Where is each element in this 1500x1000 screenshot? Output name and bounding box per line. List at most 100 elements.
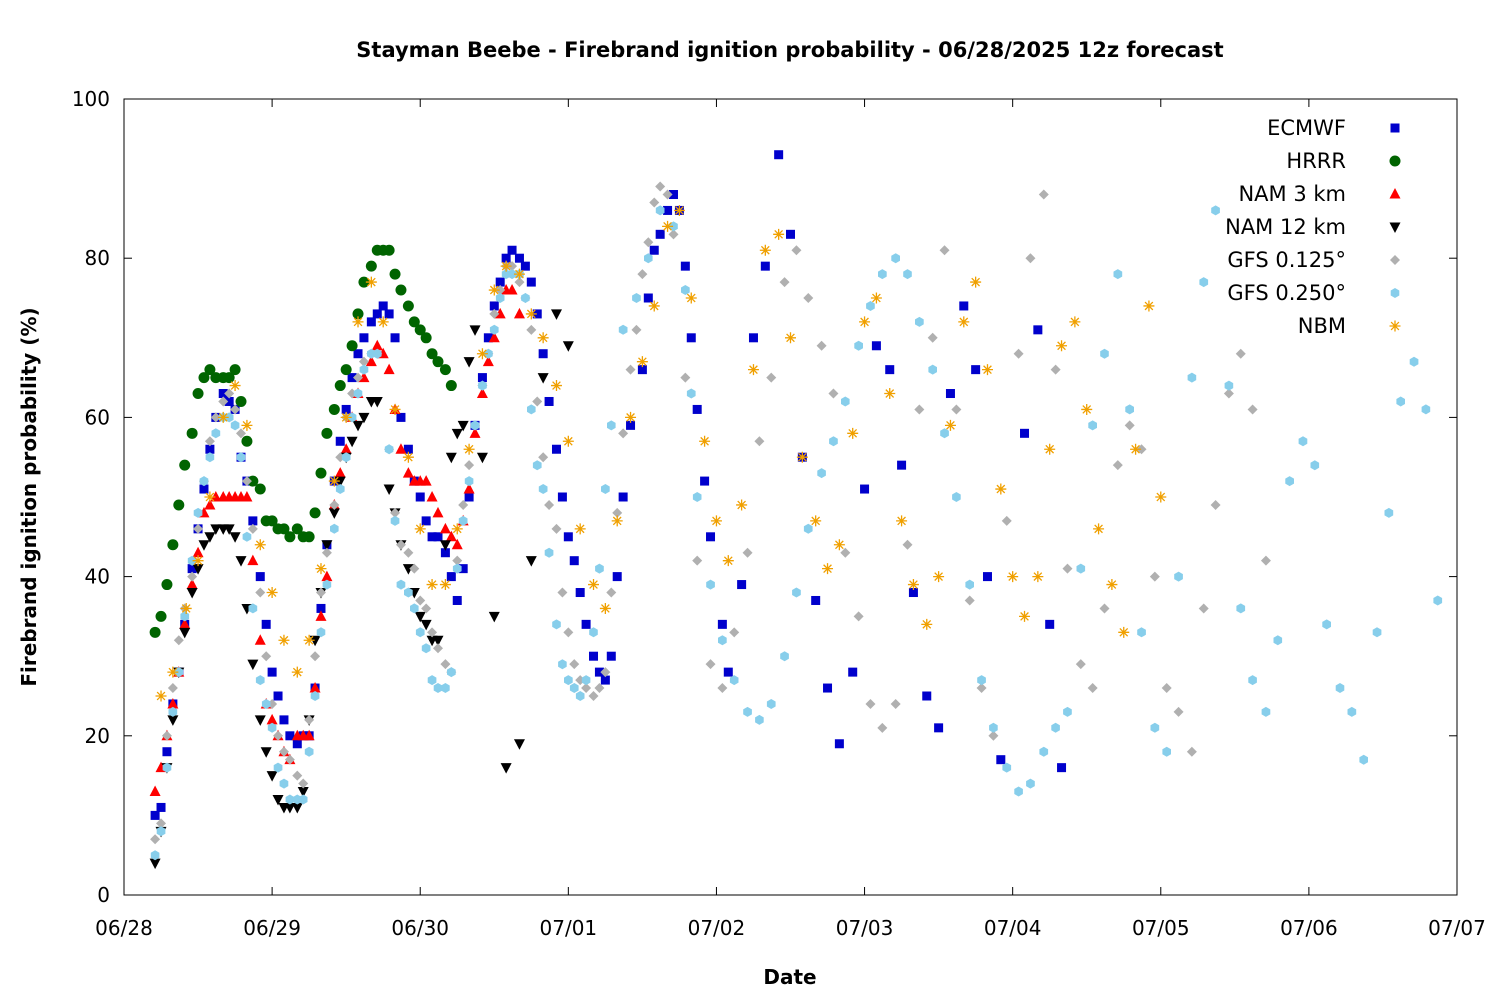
- data-point: [742, 547, 753, 558]
- data-point: [921, 618, 933, 630]
- data-point: [353, 349, 363, 359]
- data-point: [261, 699, 271, 709]
- data-point: [439, 364, 451, 376]
- data-point: [395, 443, 407, 454]
- data-point: [328, 508, 340, 519]
- data-point: [681, 285, 690, 295]
- data-point: [1285, 476, 1294, 487]
- data-point: [371, 396, 383, 408]
- data-point: [476, 348, 488, 360]
- data-point: [273, 691, 283, 701]
- data-point: [736, 499, 748, 511]
- legend-label: ECMWF: [1267, 116, 1346, 140]
- data-point: [527, 404, 536, 415]
- data-point: [865, 698, 876, 709]
- data-point: [254, 539, 266, 551]
- data-point: [415, 627, 425, 638]
- x-tick-label: 07/03: [836, 916, 894, 940]
- data-point: [1210, 499, 1221, 510]
- data-point: [649, 197, 660, 208]
- data-point: [180, 611, 190, 622]
- data-point: [896, 515, 908, 527]
- data-point: [965, 579, 974, 590]
- data-point: [710, 515, 722, 527]
- data-point: [995, 483, 1007, 495]
- data-point: [340, 443, 352, 454]
- data-point: [211, 428, 221, 439]
- data-point: [823, 683, 833, 693]
- data-point: [686, 333, 696, 343]
- data-point: [464, 476, 474, 487]
- data-point: [489, 301, 499, 311]
- data-point: [538, 349, 548, 359]
- data-point: [680, 261, 690, 271]
- axis-ticks: 06/28 06/29 06/30 07/01 07/02 07/03 07/04 07/05…: [72, 87, 1486, 940]
- data-point: [316, 627, 326, 638]
- data-point: [420, 475, 432, 486]
- data-point: [1076, 563, 1086, 574]
- data-point: [655, 229, 665, 239]
- data-point: [552, 619, 561, 630]
- data-point: [192, 564, 204, 575]
- data-point: [532, 460, 542, 471]
- data-point: [230, 420, 240, 431]
- data-point: [1013, 348, 1024, 359]
- data-point: [205, 452, 215, 463]
- data-point: [748, 333, 758, 343]
- data-point: [1081, 403, 1093, 415]
- data-point: [717, 619, 727, 629]
- data-point: [847, 427, 859, 439]
- data-point: [150, 834, 161, 845]
- data-point: [625, 411, 637, 423]
- data-point: [537, 332, 549, 344]
- data-point: [352, 316, 364, 328]
- data-point: [922, 691, 932, 701]
- data-point: [878, 269, 887, 280]
- data-point: [303, 729, 315, 741]
- data-point: [563, 627, 574, 638]
- data-point: [1396, 396, 1405, 407]
- data-point: [569, 659, 580, 670]
- data-point: [982, 572, 992, 582]
- data-point: [352, 420, 364, 432]
- data-point: [284, 754, 295, 765]
- data-point: [796, 451, 808, 463]
- data-point: [210, 412, 221, 423]
- data-point: [853, 611, 864, 622]
- data-point: [520, 261, 530, 271]
- data-point: [811, 595, 821, 605]
- data-point: [952, 492, 961, 502]
- data-point: [488, 611, 500, 623]
- data-point: [525, 308, 537, 320]
- data-point: [1056, 340, 1068, 352]
- data-point: [606, 587, 617, 598]
- data-point: [537, 373, 549, 384]
- data-point: [507, 245, 517, 255]
- data-point: [347, 412, 357, 423]
- data-point: [421, 603, 432, 614]
- data-point: [532, 396, 543, 407]
- data-point: [162, 762, 172, 773]
- data-point: [1322, 619, 1331, 630]
- legend-label: GFS 0.125°: [1227, 248, 1346, 272]
- data-point: [1409, 356, 1419, 367]
- data-point: [192, 546, 204, 558]
- data-point: [421, 643, 431, 654]
- data-point: [192, 555, 204, 567]
- data-point: [404, 587, 413, 598]
- data-point: [173, 499, 185, 511]
- data-point: [179, 627, 191, 639]
- data-point: [236, 452, 246, 463]
- data-point: [230, 404, 241, 415]
- x-tick-label: 07/02: [688, 916, 746, 940]
- data-point: [150, 850, 160, 861]
- data-point: [187, 555, 197, 566]
- data-point: [550, 380, 562, 392]
- data-point: [217, 411, 229, 423]
- data-point: [655, 205, 665, 216]
- data-point: [1057, 763, 1067, 773]
- data-point: [981, 364, 993, 376]
- data-point: [421, 516, 431, 526]
- data-point: [334, 467, 346, 478]
- data-point: [402, 451, 414, 463]
